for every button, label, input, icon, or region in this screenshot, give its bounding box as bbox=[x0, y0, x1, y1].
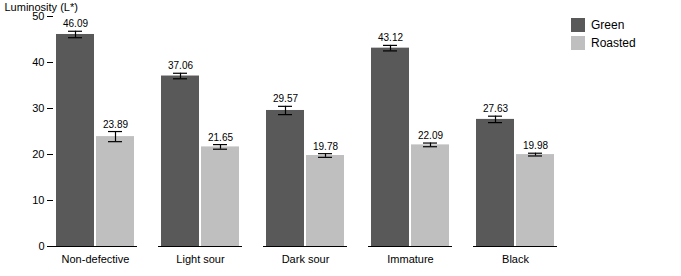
svg-text:21.65: 21.65 bbox=[208, 132, 233, 143]
svg-text:50: 50 bbox=[32, 10, 45, 22]
svg-text:27.63: 27.63 bbox=[483, 103, 508, 114]
svg-text:Luminosity (L*): Luminosity (L*) bbox=[5, 1, 78, 13]
svg-text:Non-defective: Non-defective bbox=[62, 253, 130, 265]
svg-text:Dark sour: Dark sour bbox=[282, 253, 330, 265]
svg-text:37.06: 37.06 bbox=[168, 60, 193, 71]
svg-text:19.78: 19.78 bbox=[313, 141, 338, 152]
html-text:Roasted: Roasted bbox=[591, 36, 636, 50]
svg-text:Immature: Immature bbox=[387, 253, 433, 265]
svg-text:20: 20 bbox=[32, 148, 44, 160]
svg-text:19.98: 19.98 bbox=[523, 140, 548, 151]
html-text:Green: Green bbox=[591, 18, 625, 32]
svg-text:Light sour: Light sour bbox=[176, 253, 225, 265]
svg-text:29.57: 29.57 bbox=[273, 93, 298, 104]
svg-text:30: 30 bbox=[32, 102, 44, 114]
svg-text:22.09: 22.09 bbox=[418, 130, 443, 141]
svg-text:0: 0 bbox=[38, 240, 44, 252]
svg-text:Black: Black bbox=[502, 253, 529, 265]
svg-text:10: 10 bbox=[32, 194, 44, 206]
svg-text:46.09: 46.09 bbox=[63, 18, 88, 29]
svg-text:43.12: 43.12 bbox=[378, 32, 403, 43]
svg-text:40: 40 bbox=[32, 56, 44, 68]
svg-text:23.89: 23.89 bbox=[103, 119, 128, 130]
